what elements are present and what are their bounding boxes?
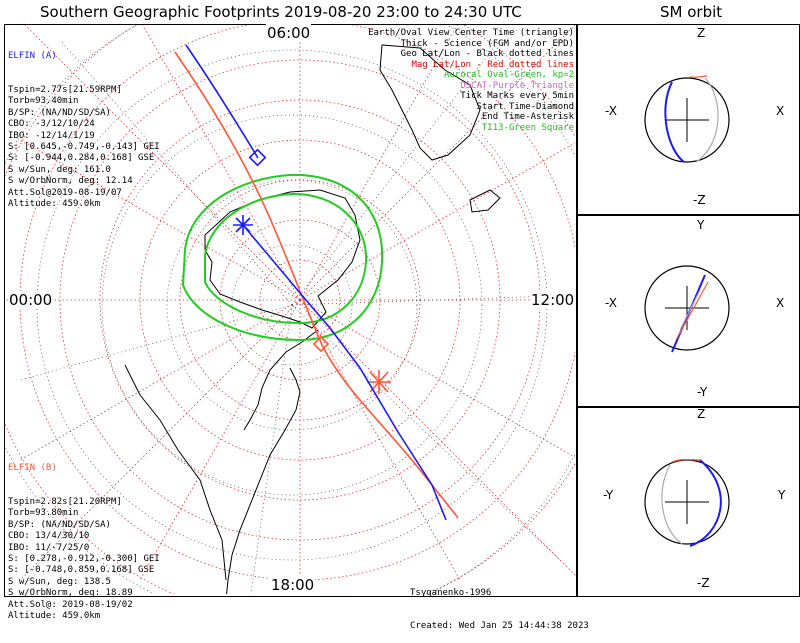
info-line: S: [-0.944,0.284,0.168] GSE	[8, 153, 155, 164]
orbit2-bottom: -Y	[697, 385, 708, 399]
orbit3-top: Z	[697, 407, 706, 421]
polar-map	[5, 25, 575, 594]
legend-entry: Start Time-Diamond	[476, 101, 574, 112]
clock-label-top: 06:00	[266, 24, 312, 42]
coastlines	[124, 44, 501, 594]
orbit2-right: X	[776, 296, 785, 310]
info-line: S: [0.278,-0.912,-0.300] GEI	[8, 554, 160, 565]
clock-label-left: 00:00	[8, 291, 54, 309]
info-line: S w/OrbNorm, deg: 18.89	[8, 588, 133, 599]
legend-entry: Earth/Oval View Center Time (triangle)	[368, 28, 574, 38]
info-line: Torb=93.80min	[8, 508, 79, 519]
orbit2-top: Y	[697, 218, 705, 232]
orbit2-left: -X	[605, 296, 617, 310]
created-label: Created: Wed Jan 25 14:44:38 2023	[410, 621, 589, 631]
info-line: Tspin=2.77s[21.59RPM]	[8, 85, 122, 96]
antarctica-coast	[204, 189, 361, 329]
auroral-ovals	[181, 173, 384, 342]
elfin-b-end-asterisk	[367, 370, 391, 394]
antarctic-peninsula	[243, 329, 319, 431]
info-line: IBO: 11/-7/25/0	[8, 542, 90, 553]
info-line: S: [-0.748,0.859,0.168] GSE	[8, 565, 155, 576]
orbit-title: SM orbit	[660, 3, 723, 21]
elfin-a-info: ELFIN (A) Tspin=2.77s[21.59RPM] Torb=93.4…	[8, 28, 160, 222]
orbit1-bottom: -Z	[693, 193, 706, 207]
info-line: CBO: 13/4/30/10	[8, 531, 90, 542]
info-line: S: [0.645,-0.749,-0.143] GEI	[8, 142, 160, 153]
info-line: B/SP: (NA/ND/SD/SA)	[8, 519, 111, 530]
orbit1-right: X	[776, 104, 785, 118]
elfin-a-name: ELFIN (A)	[8, 50, 57, 61]
info-line: Altitude: 459.0km	[8, 199, 101, 210]
africa-coast	[124, 364, 227, 581]
info-line: S w/Sun, deg: 138.5	[8, 576, 111, 587]
info-line: Att.Sol@2019-08-19/07	[8, 187, 122, 198]
orbit3-right: Y	[778, 488, 786, 502]
clock-label-bottom: 18:00	[270, 576, 316, 594]
elfin-a-start-diamond	[248, 148, 267, 167]
legend-entry: TI13-Green Square	[481, 122, 574, 133]
info-line: Torb=93.40min	[8, 96, 79, 107]
legend-entry: DSCAT-Purple Triangle	[460, 80, 574, 91]
elfin-b-track	[174, 51, 459, 519]
info-line: CBO: -3/12/10/24	[8, 119, 95, 130]
info-line: Altitude: 459.0km	[8, 611, 101, 622]
elfin-b-start-diamond	[312, 335, 330, 353]
new-zealand-coast	[469, 189, 501, 213]
legend: Earth/Oval View Center Time (triangle) Th…	[330, 28, 574, 150]
info-line: B/SP: (NA/ND/SD/SA)	[8, 107, 111, 118]
south-america-coast	[226, 367, 301, 594]
orbit3-left: -Y	[603, 488, 614, 502]
elfin-a-end-asterisk	[233, 215, 253, 235]
credits: Tsyganenko-1996 Created: Wed Jan 25 14:4…	[410, 566, 589, 643]
orbit3-bottom: -Z	[697, 576, 710, 590]
orbit1-left: -X	[605, 104, 617, 118]
legend-entry: Mag Lat/Lon - Red dotted lines	[411, 59, 574, 70]
legend-entry: Tick Marks every 5min	[460, 91, 574, 101]
auroral-oval-outer	[181, 173, 384, 342]
orbit1-top: Z	[697, 26, 706, 40]
elfin-a-track	[185, 44, 447, 521]
info-line: Att.Sol@: 2019-08-19/02	[8, 599, 133, 610]
auroral-oval-inner	[204, 192, 368, 325]
elfin-a-footprint-line-north	[185, 44, 259, 159]
elfin-b-info: ELFIN (B) Tspin=2.82s[21.20RPM] Torb=93.8…	[8, 440, 160, 634]
plot-canvas	[5, 25, 730, 594]
main-title: Southern Geographic Footprints 2019-08-2…	[40, 3, 522, 21]
info-line: IBO: -12/14/1/19	[8, 130, 95, 141]
orbit-drawings	[644, 75, 730, 547]
model-label: Tsyganenko-1996	[410, 588, 492, 598]
info-line: S w/Sun, deg: 161.0	[8, 164, 111, 175]
clock-label-right: 12:00	[530, 291, 576, 309]
legend-entry: Auroral Oval-Green, kp=2	[443, 70, 574, 80]
legend-entry: Geo Lat/Lon - Black dotted lines	[400, 49, 574, 59]
elfin-b-name: ELFIN (B)	[8, 462, 57, 473]
info-line: S w/OrbNorm, deg: 12.14	[8, 176, 133, 187]
legend-entry: Thick - Science (FGM and/or EPD)	[400, 38, 574, 49]
info-line: Tspin=2.82s[21.20RPM]	[8, 497, 122, 508]
elfin-a-footprint-line-south	[242, 224, 447, 521]
australia-coast	[379, 44, 481, 161]
elfin-b-footprint-line	[174, 51, 459, 519]
legend-entry: End Time-Asterisk	[481, 112, 574, 122]
